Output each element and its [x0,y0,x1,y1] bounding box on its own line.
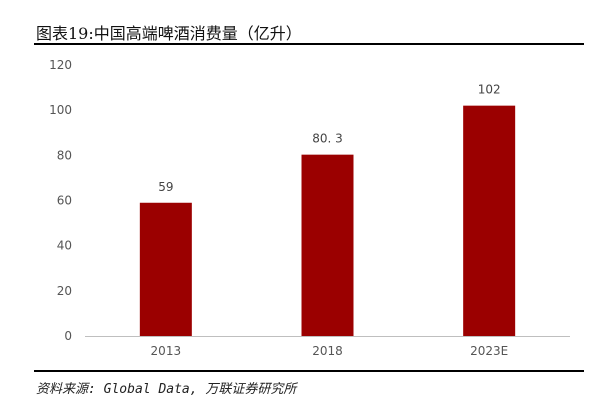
data-label-2018: 80. 3 [312,132,343,146]
x-tick-label-2023E: 2023E [470,344,508,358]
bar-2013 [139,202,192,336]
y-axis: 0 20 40 60 80 100 120 [49,58,72,343]
x-tick-label-2018: 2018 [312,344,343,358]
y-tick-label-60: 60 [57,194,72,208]
y-tick-label-20: 20 [57,284,72,298]
x-tick-label-2013: 2013 [151,344,182,358]
y-tick-label-100: 100 [49,103,72,117]
bar-2018 [301,154,354,336]
y-tick-label-40: 40 [57,239,72,253]
data-label-2023E: 102 [478,83,501,97]
y-tick-label-120: 120 [49,58,72,72]
x-axis: 2013 2018 2023E [151,344,509,358]
figure-title: 图表19:中国高端啤酒消费量（亿升） [36,24,302,43]
bar-2023E [463,105,516,337]
data-label-2013: 59 [158,180,173,194]
source-note: 资料来源: Global Data, 万联证券研究所 [36,382,297,397]
y-tick-label-0: 0 [64,329,72,343]
bottom-rule [34,370,584,372]
bars [139,105,516,337]
y-tick-label-80: 80 [57,148,72,162]
data-labels: 59 80. 3 102 [158,83,500,194]
top-rule [34,43,584,45]
